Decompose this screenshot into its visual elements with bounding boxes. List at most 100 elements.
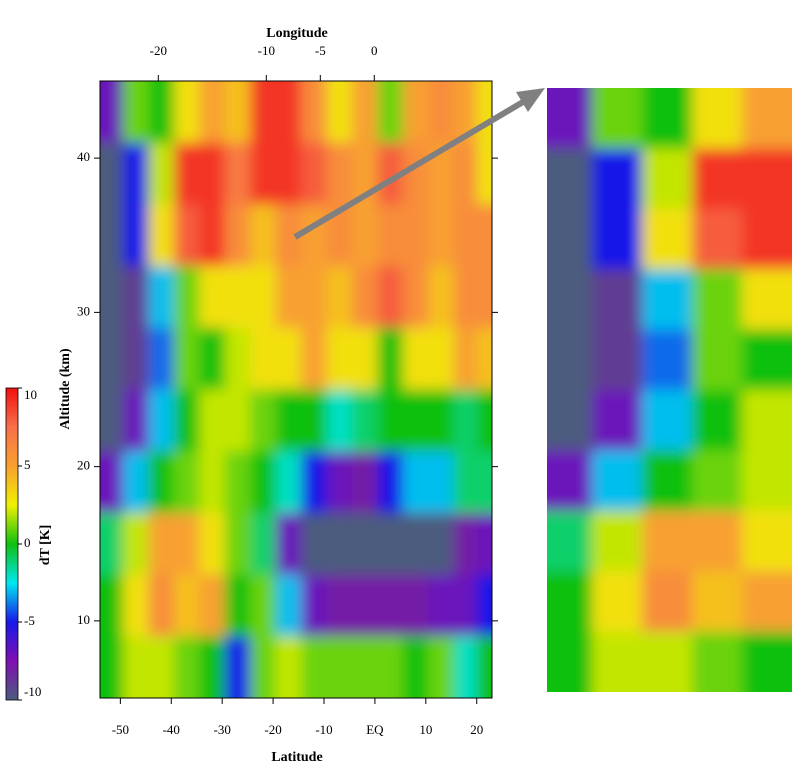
heat-cell: [148, 389, 175, 452]
arrow-head: [516, 88, 545, 112]
heat-cell: [326, 451, 353, 514]
heat-cell: [326, 266, 353, 329]
heat-cell: [122, 327, 149, 390]
heat-cell: [428, 81, 455, 144]
heat-cell: [402, 389, 429, 452]
colorbar: [5, 387, 19, 701]
colorbar-title: dT [K]: [38, 525, 53, 566]
heat-cell: [301, 389, 328, 452]
x-tick-label: 20: [470, 722, 483, 737]
heat-cell: [547, 329, 593, 391]
heat-cell: [428, 327, 455, 390]
heat-cell: [173, 81, 200, 144]
heat-cell: [453, 389, 478, 452]
heat-cell: [199, 266, 226, 329]
heat-cell: [377, 266, 404, 329]
heat-cell: [428, 389, 455, 452]
heat-cell: [592, 269, 643, 331]
heat-cell: [301, 266, 328, 329]
heat-cell: [275, 389, 302, 452]
heat-cell: [642, 208, 693, 270]
heat-cell: [428, 574, 455, 637]
heat-cell: [301, 451, 328, 514]
heat-cell: [692, 571, 743, 633]
y-tick-label: 10: [77, 612, 90, 627]
heat-cell: [592, 450, 643, 512]
heat-cell: [173, 204, 200, 267]
heat-cell: [453, 204, 478, 267]
y-axis-title: Altitude (km): [58, 348, 73, 430]
heat-cell: [250, 266, 277, 329]
heat-cell: [592, 88, 643, 149]
heat-cell: [148, 327, 175, 390]
heatmap: [100, 81, 492, 698]
heat-cell: [326, 142, 353, 205]
x-tick-label: -40: [163, 722, 180, 737]
heat-cell: [326, 574, 353, 637]
heat-cell: [301, 204, 328, 267]
heat-cell: [100, 327, 124, 390]
heat-cell: [352, 81, 378, 144]
heat-cell: [301, 327, 328, 390]
heat-cell: [453, 636, 478, 698]
heat-cell: [199, 451, 226, 514]
heat-cell: [148, 266, 175, 329]
heat-cell: [642, 148, 693, 210]
heat-cell: [224, 451, 251, 514]
heat-cell: [148, 142, 175, 205]
heat-cell: [642, 631, 693, 692]
heat-cell: [173, 451, 200, 514]
heat-cell: [199, 204, 226, 267]
heat-cell: [224, 389, 251, 452]
heat-cell: [742, 450, 792, 512]
heat-cell: [692, 88, 743, 149]
heat-cell: [173, 636, 200, 698]
heat-cell: [326, 81, 353, 144]
heat-cell: [402, 574, 429, 637]
heat-cell: [275, 327, 302, 390]
heat-cell: [275, 574, 302, 637]
heat-cell: [100, 389, 124, 452]
heat-cell: [199, 142, 226, 205]
heat-cell: [592, 631, 643, 692]
heat-cell: [100, 142, 124, 205]
heat-cell: [476, 512, 492, 576]
x-tick-label: EQ: [366, 722, 384, 737]
heat-cell: [173, 327, 200, 390]
heat-cell: [100, 451, 124, 514]
heat-cell: [100, 512, 124, 576]
heat-cell: [224, 142, 251, 205]
heat-cell: [148, 574, 175, 637]
heat-cell: [428, 636, 455, 698]
heat-cell: [301, 512, 328, 576]
zoom-inset: [547, 88, 792, 692]
heat-cell: [377, 451, 404, 514]
heat-cell: [352, 266, 378, 329]
heat-cell: [642, 510, 693, 572]
heat-cell: [250, 327, 277, 390]
heat-cell: [453, 142, 478, 205]
heat-cell: [352, 389, 378, 452]
heat-cell: [250, 574, 277, 637]
heat-cell: [377, 636, 404, 698]
heat-cell: [476, 451, 492, 514]
heat-cell: [122, 636, 149, 698]
heat-cell: [453, 327, 478, 390]
heat-cell: [122, 266, 149, 329]
heat-cell: [642, 88, 693, 149]
heat-cell: [199, 636, 226, 698]
heat-cell: [199, 81, 226, 144]
heat-cell: [173, 512, 200, 576]
heat-cell: [122, 81, 149, 144]
heat-cell: [100, 204, 124, 267]
heat-cell: [122, 451, 149, 514]
heat-cell: [224, 636, 251, 698]
heat-cell: [402, 636, 429, 698]
heat-cell: [275, 142, 302, 205]
heat-cell: [377, 512, 404, 576]
heat-cell: [428, 266, 455, 329]
heat-cell: [301, 574, 328, 637]
x-axis-title: Latitude: [271, 750, 322, 765]
heat-cell: [642, 329, 693, 391]
heat-cell: [476, 142, 492, 205]
